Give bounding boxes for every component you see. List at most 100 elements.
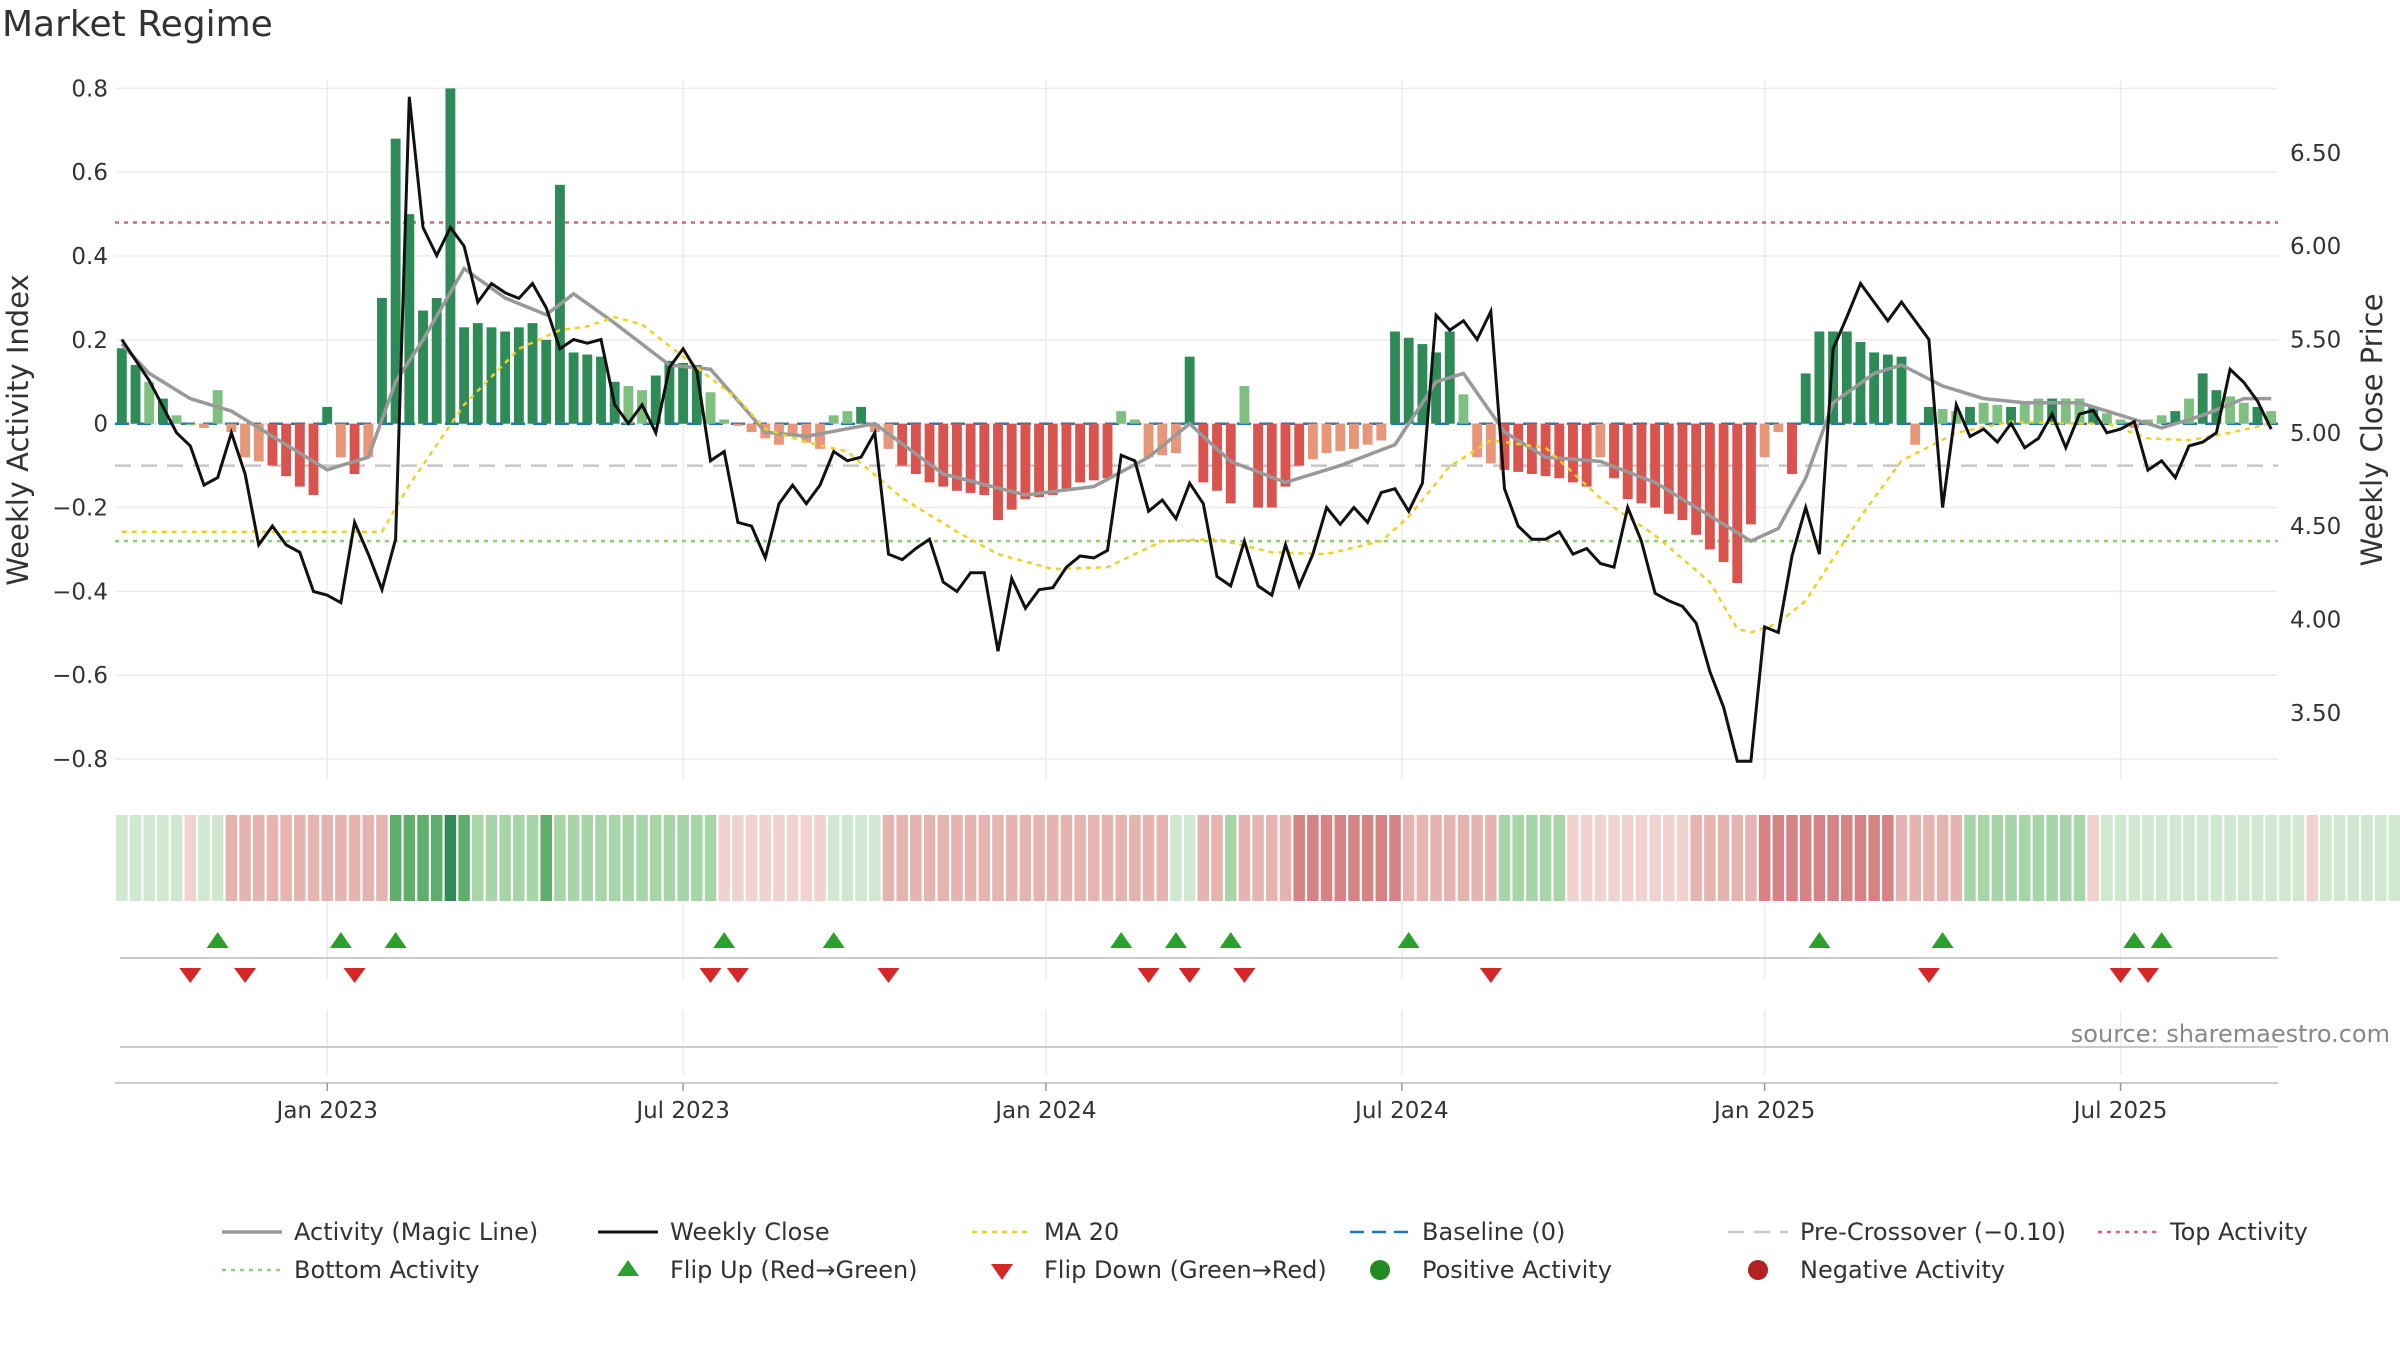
regime-cell (2169, 815, 2182, 901)
regime-cell (2210, 815, 2223, 901)
flip-down-marker (1479, 968, 1502, 983)
legend-label: Baseline (0) (1422, 1218, 1565, 1246)
activity-bar (1828, 331, 1839, 424)
regime-cell (116, 815, 128, 901)
legend-label: Weekly Close (670, 1218, 830, 1246)
activity-bar (1143, 423, 1154, 458)
regime-cell (732, 815, 744, 901)
regime-cell (499, 815, 511, 901)
left-tick-label: −0.2 (52, 496, 108, 522)
regime-cell (1977, 815, 1990, 901)
activity-bar (1773, 423, 1784, 433)
regime-cell (1402, 815, 1415, 901)
activity-bar (1294, 423, 1305, 466)
regime-cell (1279, 815, 1292, 901)
regime-cell (1813, 815, 1826, 901)
regime-cell (1758, 815, 1771, 901)
left-tick-label: 0.2 (71, 328, 108, 354)
regime-cell (1334, 815, 1346, 901)
regime-cell (266, 815, 279, 901)
legend-label: Bottom Activity (294, 1256, 479, 1284)
activity-bar (418, 310, 428, 424)
legend-item: Pre-Crossover (−0.10) (1728, 1218, 2066, 1246)
activity-bar (993, 423, 1003, 521)
regime-cell (663, 815, 676, 901)
regime-cell (1663, 815, 1675, 901)
legend: Activity (Magic Line) Weekly Close MA 20 Ba… (222, 1218, 2308, 1284)
activity-bar (1335, 423, 1346, 451)
legend-item: Weekly Close (598, 1218, 830, 1246)
regime-cell (1621, 815, 1634, 901)
activity-bar (1075, 423, 1086, 483)
regime-cell (1375, 815, 1388, 901)
regime-cell (964, 815, 977, 901)
activity-bar (1554, 423, 1565, 479)
regime-cell (403, 815, 416, 901)
activity-bar (1253, 423, 1264, 508)
regime-cell (239, 815, 251, 901)
regime-cell (1923, 815, 1935, 901)
regime-cell (2333, 815, 2346, 901)
regime-cell (636, 815, 648, 901)
regime-cell (2114, 815, 2127, 901)
activity-bar (349, 423, 360, 475)
regime-cell (2018, 815, 2031, 901)
activity-bar (445, 88, 456, 424)
activity-bar (431, 297, 442, 424)
legend-item: Positive Activity (1370, 1256, 1612, 1284)
left-tick-label: −0.8 (52, 747, 108, 773)
regime-cell (444, 815, 457, 901)
activity-bar (1787, 423, 1797, 475)
x-tick-label: Jul 2023 (634, 1098, 730, 1124)
activity-bar (815, 423, 825, 449)
activity-bar (253, 423, 264, 462)
regime-cell (1745, 815, 1757, 901)
activity-bar (267, 423, 278, 466)
activity-bar (1869, 352, 1880, 424)
legend-item: Negative Activity (1748, 1256, 2005, 1284)
activity-bar (664, 360, 675, 424)
regime-cell (1841, 815, 1853, 901)
activity-bar (965, 423, 976, 493)
legend-label: Positive Activity (1422, 1256, 1612, 1284)
regime-cell (855, 815, 867, 901)
x-tick-label: Jan 2023 (275, 1098, 378, 1124)
regime-cell (157, 815, 169, 901)
flip-up-marker (2123, 932, 2146, 948)
regime-cell (294, 815, 306, 901)
regime-cell (485, 815, 498, 901)
regime-cell (1444, 815, 1456, 901)
activity-bar (705, 392, 716, 424)
regime-cell (1170, 815, 1182, 901)
legend-item: Baseline (0) (1350, 1218, 1565, 1246)
activity-bar (1266, 423, 1277, 508)
regime-cell (225, 815, 238, 901)
regime-cell (348, 815, 361, 901)
regime-cell (1211, 815, 1223, 901)
regime-cell (1129, 815, 1141, 901)
activity-bar (979, 423, 990, 495)
regime-cell (2251, 815, 2264, 901)
legend-label: MA 20 (1044, 1218, 1119, 1246)
regime-cell (307, 815, 320, 901)
regime-cell (745, 815, 758, 901)
activity-bar (719, 419, 730, 424)
axes: 0.8 0.6 0.4 0.2 0 −0.2 −0.4 −0.6 −0.8 6.50 6.00 5.5… (1, 76, 2389, 773)
regime-cell (869, 815, 881, 901)
flip-down-marker (1137, 968, 1160, 983)
legend-swatch-negative (1748, 1260, 1768, 1280)
activity-bar (1718, 423, 1729, 563)
activity-bar (2115, 419, 2126, 424)
legend-label: Pre-Crossover (−0.10) (1800, 1218, 2066, 1246)
regime-cell (1457, 815, 1470, 901)
activity-bar (1225, 423, 1236, 504)
activity-bar (1157, 423, 1168, 456)
activity-bar (500, 331, 511, 424)
activity-bar (1417, 344, 1428, 424)
regime-cell (1580, 815, 1593, 901)
activity-bar (951, 423, 962, 491)
y-axis-label-left: Weekly Activity Index (1, 274, 35, 585)
activity-bar (1198, 423, 1209, 483)
activity-bar (1568, 423, 1578, 483)
